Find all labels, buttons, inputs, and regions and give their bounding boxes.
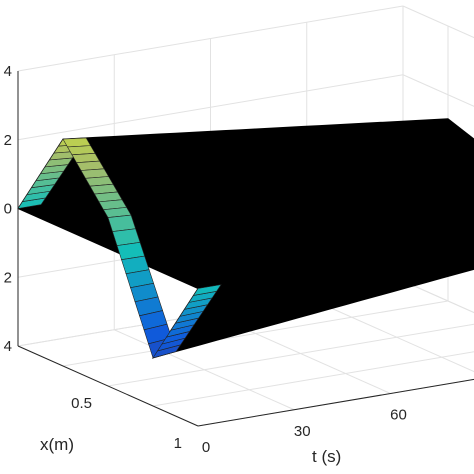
surface-body [17, 118, 474, 359]
grid-line [402, 74, 474, 107]
grid-line [62, 300, 449, 367]
grid-line [402, 280, 474, 314]
surface-patch [192, 284, 222, 296]
grid-line [17, 74, 404, 141]
grid-line [402, 5, 474, 39]
z-tick-label: 0 [4, 201, 12, 218]
grid-line [197, 378, 474, 427]
grid-line [402, 280, 474, 314]
x-tick-label: 0.5 [71, 395, 92, 412]
axes [17, 71, 474, 427]
surface [17, 118, 474, 359]
z-tick-label: 4 [4, 63, 12, 80]
t-tick-label: 30 [294, 423, 311, 440]
x-axis-label: x(m) [40, 435, 74, 454]
grid-line [107, 323, 474, 387]
t-tick-label: 60 [390, 407, 407, 424]
x-tick-label: 1 [174, 435, 182, 452]
t-tick-label: 0 [202, 439, 210, 456]
grid-line [17, 5, 404, 72]
grid-line [306, 296, 474, 373]
x-axis-line [17, 345, 199, 427]
z-tick-label: 2 [4, 132, 12, 149]
t-axis-label: t (s) [312, 447, 341, 466]
z-tick-label: 4 [4, 338, 12, 355]
z-tick-label: 2 [4, 269, 12, 286]
grid-line [152, 351, 474, 407]
t-axis-line [197, 378, 474, 427]
